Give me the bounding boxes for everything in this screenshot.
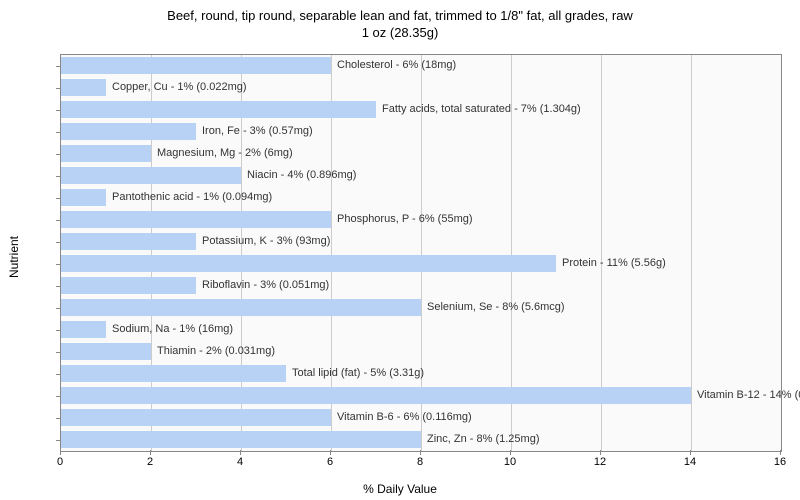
y-tick-mark — [56, 132, 61, 133]
nutrient-bar — [61, 387, 691, 404]
nutrient-bar-label: Iron, Fe - 3% (0.57mg) — [196, 123, 313, 140]
title-line-2: 1 oz (28.35g) — [362, 25, 439, 40]
x-tick-mark — [690, 450, 691, 455]
y-tick-mark — [56, 154, 61, 155]
nutrient-bar-label: Copper, Cu - 1% (0.022mg) — [106, 79, 247, 96]
y-tick-mark — [56, 242, 61, 243]
x-tick-mark — [240, 450, 241, 455]
nutrient-bar — [61, 299, 421, 316]
nutrient-bar — [61, 365, 286, 382]
nutrient-bar — [61, 189, 106, 206]
y-tick-mark — [56, 352, 61, 353]
nutrient-bar-label: Niacin - 4% (0.896mg) — [241, 167, 356, 184]
nutrient-bar-label: Protein - 11% (5.56g) — [556, 255, 666, 272]
x-axis: 0246810121416 — [60, 452, 780, 472]
nutrient-bar-label: Potassium, K - 3% (93mg) — [196, 233, 330, 250]
chart-title: Beef, round, tip round, separable lean a… — [0, 0, 800, 42]
y-tick-mark — [56, 264, 61, 265]
x-tick-mark — [150, 450, 151, 455]
nutrient-bar-label: Pantothenic acid - 1% (0.094mg) — [106, 189, 272, 206]
nutrient-bar-label: Zinc, Zn - 8% (1.25mg) — [421, 431, 539, 448]
nutrient-bar — [61, 343, 151, 360]
y-tick-mark — [56, 88, 61, 89]
x-tick-label: 12 — [594, 456, 606, 468]
nutrient-bar — [61, 233, 196, 250]
x-tick-label: 8 — [417, 456, 423, 468]
y-tick-mark — [56, 440, 61, 441]
nutrient-bar-label: Total lipid (fat) - 5% (3.31g) — [286, 365, 424, 382]
nutrient-bar-label: Cholesterol - 6% (18mg) — [331, 57, 456, 74]
nutrient-bar-label: Thiamin - 2% (0.031mg) — [151, 343, 275, 360]
nutrient-bar — [61, 277, 196, 294]
x-tick-label: 2 — [147, 456, 153, 468]
y-tick-mark — [56, 286, 61, 287]
x-tick-mark — [780, 450, 781, 455]
nutrient-bar — [61, 211, 331, 228]
y-tick-mark — [56, 176, 61, 177]
y-tick-mark — [56, 418, 61, 419]
nutrient-bar — [61, 101, 376, 118]
x-tick-mark — [330, 450, 331, 455]
x-axis-label: % Daily Value — [363, 482, 437, 496]
x-tick-label: 0 — [57, 456, 63, 468]
x-tick-label: 6 — [327, 456, 333, 468]
x-tick-label: 4 — [237, 456, 243, 468]
nutrient-bar-label: Fatty acids, total saturated - 7% (1.304… — [376, 101, 581, 118]
nutrient-bar — [61, 321, 106, 338]
y-tick-mark — [56, 374, 61, 375]
nutrient-chart: Beef, round, tip round, separable lean a… — [0, 0, 800, 500]
nutrient-bar — [61, 431, 421, 448]
nutrient-bar — [61, 79, 106, 96]
y-tick-mark — [56, 110, 61, 111]
y-tick-mark — [56, 66, 61, 67]
nutrient-bar-label: Selenium, Se - 8% (5.6mcg) — [421, 299, 565, 316]
nutrient-bar — [61, 255, 556, 272]
nutrient-bar — [61, 167, 241, 184]
y-axis-label: Nutrient — [7, 236, 21, 278]
x-tick-label: 10 — [504, 456, 516, 468]
y-tick-mark — [56, 308, 61, 309]
x-tick-mark — [420, 450, 421, 455]
x-tick-mark — [510, 450, 511, 455]
x-tick-label: 16 — [774, 456, 786, 468]
nutrient-bar — [61, 409, 331, 426]
y-tick-mark — [56, 220, 61, 221]
nutrient-bar-label: Sodium, Na - 1% (16mg) — [106, 321, 233, 338]
nutrient-bar-label: Vitamin B-6 - 6% (0.116mg) — [331, 409, 472, 426]
nutrient-bar-label: Vitamin B-12 - 14% (0.85mcg) — [691, 387, 800, 404]
x-tick-mark — [60, 450, 61, 455]
plot-area: Cholesterol - 6% (18mg) Copper, Cu - 1% (… — [60, 54, 782, 452]
title-line-1: Beef, round, tip round, separable lean a… — [167, 8, 633, 23]
nutrient-bar — [61, 123, 196, 140]
x-tick-mark — [600, 450, 601, 455]
nutrient-bar — [61, 145, 151, 162]
nutrient-bar-label: Riboflavin - 3% (0.051mg) — [196, 277, 329, 294]
nutrient-bar-label: Phosphorus, P - 6% (55mg) — [331, 211, 473, 228]
nutrient-bar — [61, 57, 331, 74]
y-tick-mark — [56, 396, 61, 397]
x-tick-label: 14 — [684, 456, 696, 468]
nutrient-bar-label: Magnesium, Mg - 2% (6mg) — [151, 145, 293, 162]
y-tick-mark — [56, 198, 61, 199]
y-tick-mark — [56, 330, 61, 331]
